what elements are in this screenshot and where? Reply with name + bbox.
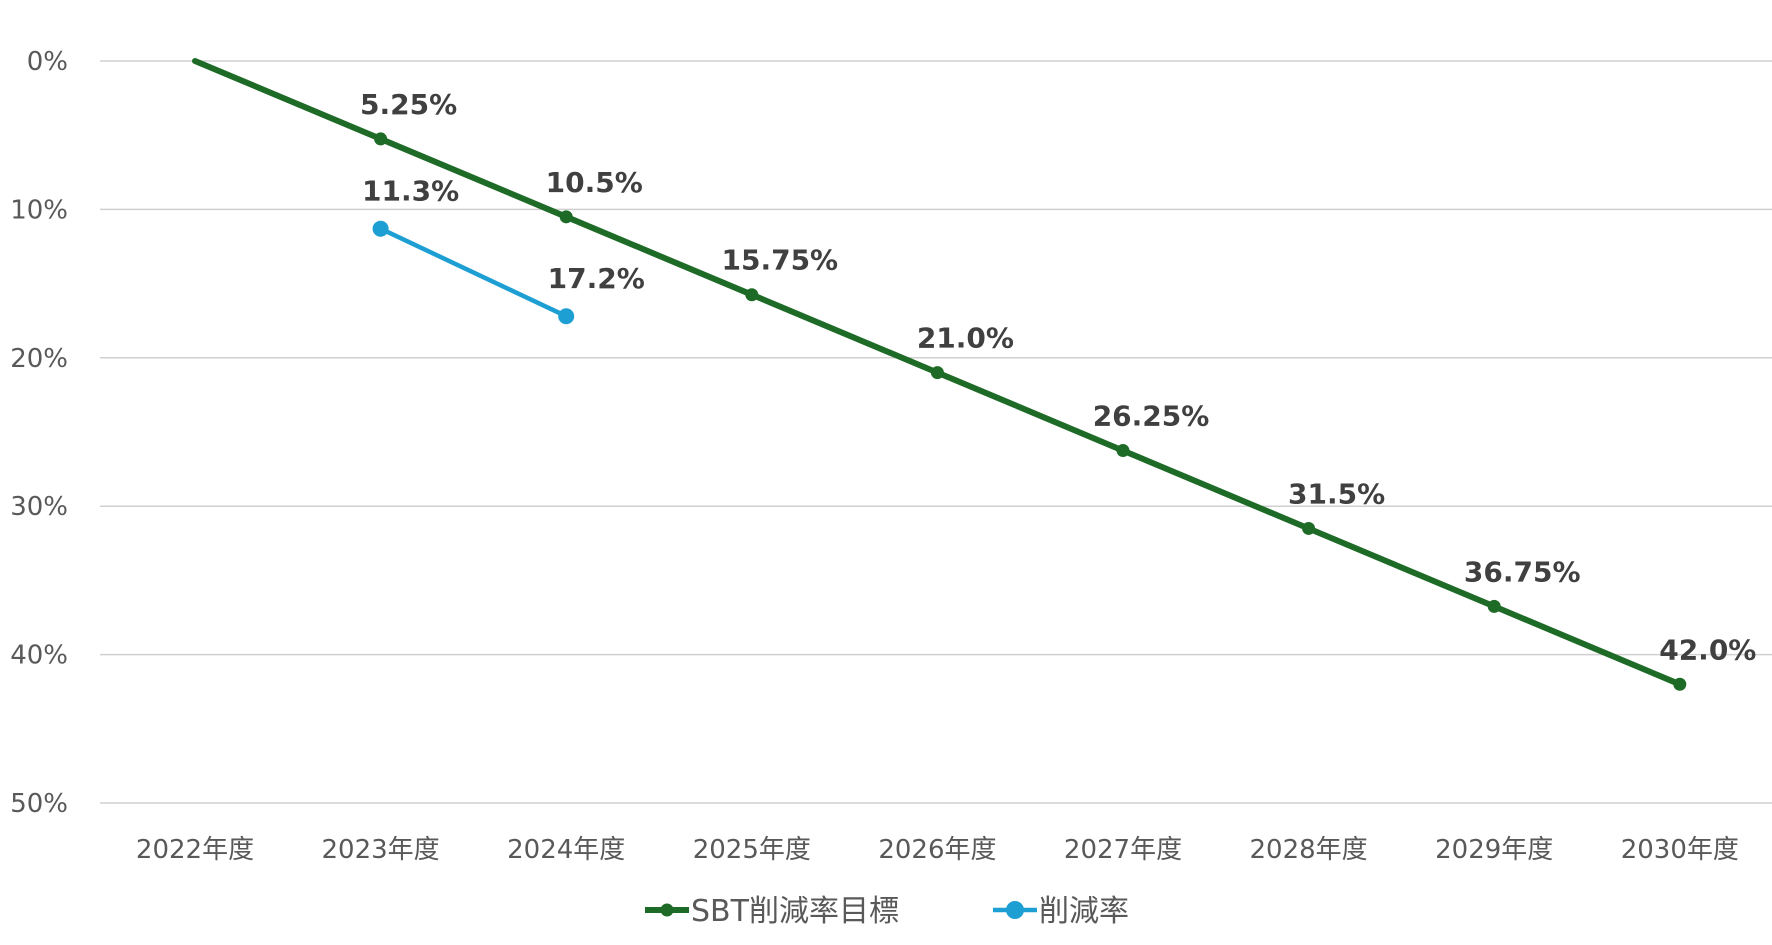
legend-item-1: 削減率 xyxy=(993,894,1129,929)
x-axis-tick-labels: 2022年度 2023年度 2024年度 2025年度 2026年度 2027年度 2028… xyxy=(136,835,1739,865)
data-label: 15.75% xyxy=(721,244,838,277)
legend-item-0: SBT削減率目標 xyxy=(645,894,899,929)
y-tick-label: 40% xyxy=(10,641,68,671)
data-point xyxy=(1487,599,1501,613)
x-tick-label: 2024年度 xyxy=(507,835,625,865)
data-label: 26.25% xyxy=(1093,400,1210,433)
data-point xyxy=(1673,677,1687,691)
data-point xyxy=(558,308,575,325)
x-tick-label: 2027年度 xyxy=(1064,835,1182,865)
data-point xyxy=(1116,444,1130,458)
data-label: 10.5% xyxy=(546,166,643,199)
x-tick-label: 2022年度 xyxy=(136,835,254,865)
data-label: 11.3% xyxy=(362,175,459,208)
y-tick-label: 0% xyxy=(27,47,68,77)
data-label: 42.0% xyxy=(1659,633,1756,666)
legend: SBT削減率目標 削減率 xyxy=(645,894,1129,929)
y-tick-label: 10% xyxy=(10,195,68,225)
series-line-1 xyxy=(378,226,569,319)
data-point xyxy=(930,366,944,380)
x-tick-label: 2026年度 xyxy=(878,835,996,865)
x-tick-label: 2025年度 xyxy=(693,835,811,865)
data-point xyxy=(559,210,573,224)
gridlines xyxy=(100,60,1772,804)
data-labels: 5.25% 10.5% 15.75% 21.0% 26.25% 31.5% 36.75% 42… xyxy=(360,88,1756,666)
data-point xyxy=(372,220,389,237)
legend-label: 削減率 xyxy=(1039,894,1129,929)
data-point xyxy=(745,288,759,302)
y-tick-label: 20% xyxy=(10,344,68,374)
x-tick-label: 2023年度 xyxy=(322,835,440,865)
data-point xyxy=(1302,521,1316,535)
data-label: 17.2% xyxy=(548,262,645,295)
legend-label: SBT削減率目標 xyxy=(691,894,899,929)
y-tick-label: 30% xyxy=(10,492,68,522)
y-axis-tick-labels: 0% 10% 20% 30% 40% 50% xyxy=(10,47,68,819)
data-label: 21.0% xyxy=(917,322,1014,355)
x-tick-label: 2028年度 xyxy=(1250,835,1368,865)
data-label: 36.75% xyxy=(1464,555,1581,588)
legend-swatch-marker xyxy=(660,903,674,917)
y-tick-label: 50% xyxy=(10,789,68,819)
data-label: 5.25% xyxy=(360,88,457,121)
series-lines xyxy=(192,58,1687,691)
x-tick-label: 2029年度 xyxy=(1435,835,1553,865)
data-point xyxy=(374,132,388,146)
x-tick-label: 2030年度 xyxy=(1621,835,1739,865)
data-label: 31.5% xyxy=(1288,477,1385,510)
legend-swatch-marker xyxy=(1006,901,1024,919)
